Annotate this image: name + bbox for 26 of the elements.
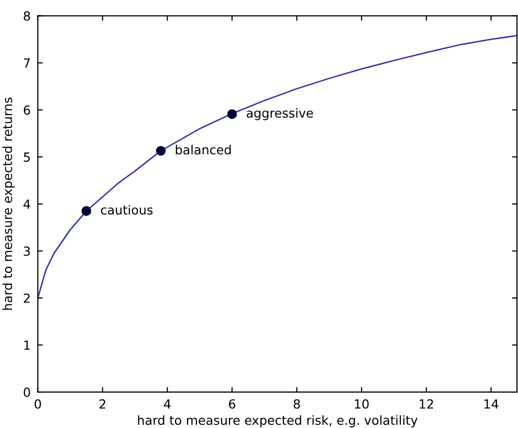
x-tick-label: 0 bbox=[34, 399, 41, 409]
point bbox=[82, 206, 92, 216]
y-tick-label: 1 bbox=[24, 340, 30, 350]
x-tick-label: 12 bbox=[420, 399, 434, 408]
x-tick-label: 2 bbox=[100, 399, 106, 408]
y-tick-label: 4 bbox=[24, 200, 30, 209]
y-tick-label: 8 bbox=[24, 11, 30, 21]
x-tick-label: 6 bbox=[228, 399, 236, 409]
x-axis-title: hard to measure expected risk, e.g. volatility bbox=[138, 415, 418, 428]
x-tick-label: 14 bbox=[484, 399, 498, 408]
point bbox=[156, 146, 166, 156]
annotation: cautious bbox=[100, 204, 153, 215]
point bbox=[227, 109, 237, 119]
y-tick-label: 2 bbox=[24, 293, 30, 303]
x-tick-label: 10 bbox=[354, 399, 369, 409]
x-tick-label: 4 bbox=[164, 399, 171, 408]
y-tick-label: 5 bbox=[24, 152, 30, 162]
y-tick-label: 3 bbox=[24, 246, 30, 256]
line-series bbox=[38, 34, 517, 299]
x-tick-label: 8 bbox=[294, 399, 300, 409]
y-tick-label: 6 bbox=[24, 105, 30, 115]
y-tick-label: 0 bbox=[24, 388, 30, 397]
annotation: aggressive bbox=[246, 108, 313, 120]
annotation: balanced bbox=[176, 144, 231, 154]
y-tick-label: 7 bbox=[24, 58, 30, 68]
y-axis-title: hard to measure expected returns bbox=[2, 98, 15, 310]
